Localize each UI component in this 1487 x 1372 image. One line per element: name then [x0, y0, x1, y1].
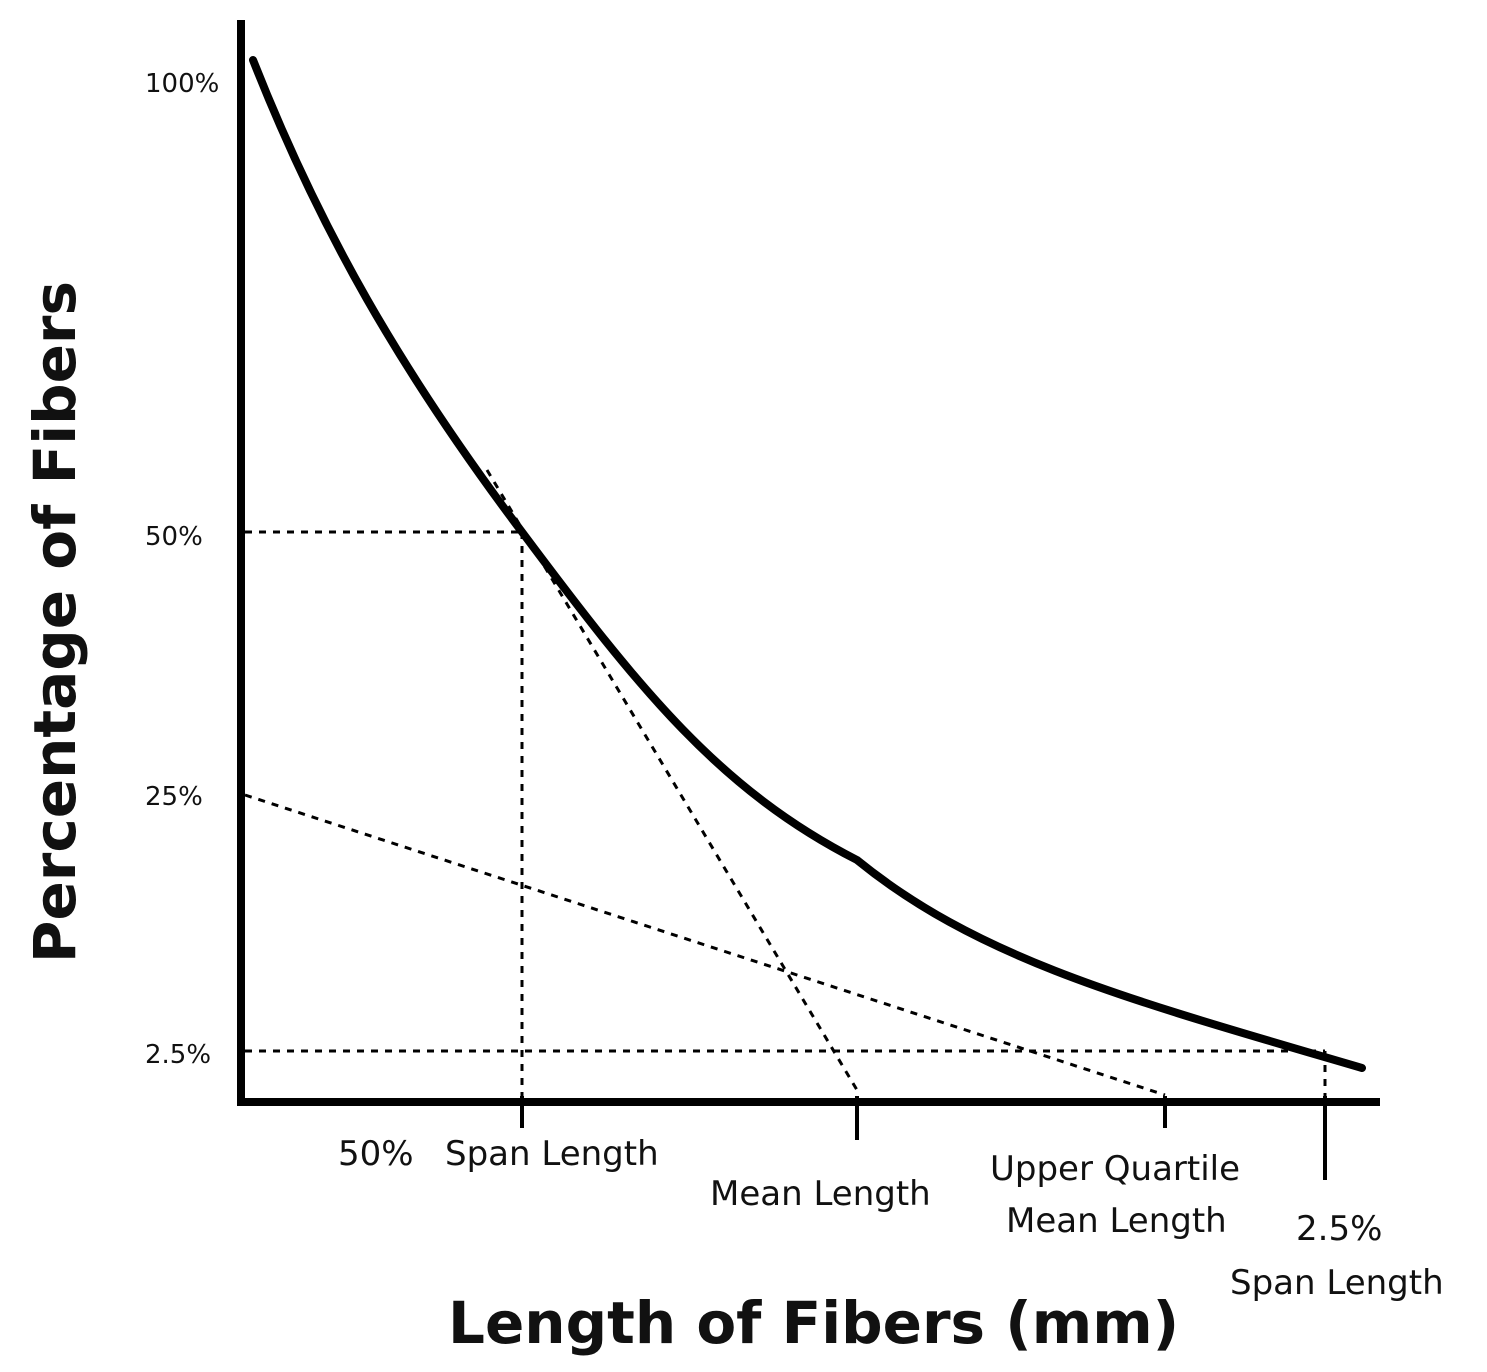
y-axis-title: Percentage of Fibers — [21, 281, 89, 963]
xlabel-50pct-prefix: 50% — [338, 1134, 414, 1174]
fibrogram-curve — [249, 56, 1366, 1072]
x-ticks — [520, 1096, 1327, 1180]
ytick-2-5: 2.5% — [145, 1040, 211, 1070]
ytick-50: 50% — [145, 522, 203, 552]
xlabel-50pct-span-length: Span Length — [445, 1134, 659, 1174]
ytick-100: 100% — [145, 69, 219, 99]
xlabel-uqml-line2: Mean Length — [1006, 1201, 1227, 1241]
xlabel-2-5pct-line2: Span Length — [1230, 1263, 1444, 1303]
guide-25pct-line — [244, 793, 1166, 1097]
xlabel-2-5pct-line1: 2.5% — [1296, 1209, 1382, 1249]
guide-lines — [244, 469, 1327, 1100]
xlabel-uqml-line1: Upper Quartile — [990, 1149, 1240, 1189]
ytick-25: 25% — [145, 782, 203, 812]
x-axis-title: Length of Fibers (mm) — [448, 1289, 1179, 1357]
xlabel-mean-length: Mean Length — [710, 1174, 931, 1214]
